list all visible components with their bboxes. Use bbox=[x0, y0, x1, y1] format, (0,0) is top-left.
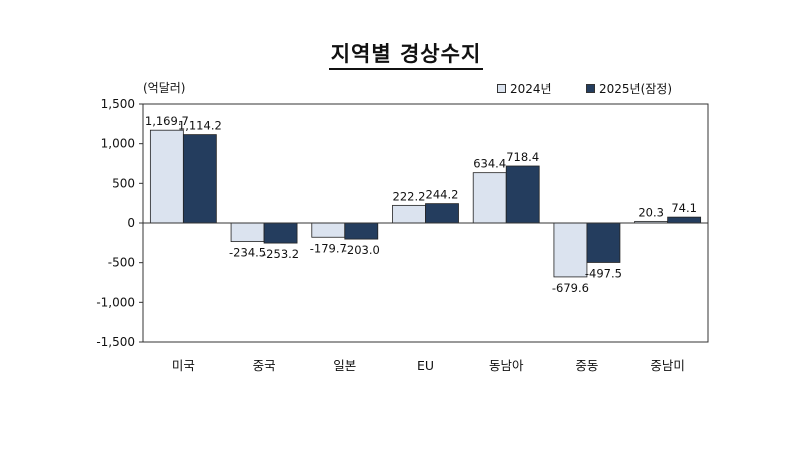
bar-2024 bbox=[149, 129, 184, 224]
x-category-label: 미국 bbox=[172, 358, 195, 373]
bar-2025 bbox=[263, 222, 298, 244]
bar-2025 bbox=[425, 203, 459, 224]
y-tick-label: -1,500 bbox=[96, 335, 135, 349]
x-category-label: 중남미 bbox=[650, 358, 685, 373]
data-label-2025: 244.2 bbox=[426, 188, 459, 202]
data-label-2025: -253.2 bbox=[262, 247, 299, 261]
bar-2025 bbox=[667, 216, 702, 224]
y-axis-unit-label: (억달러) bbox=[143, 81, 186, 95]
y-tick-label: -1,000 bbox=[96, 295, 135, 309]
bar-2025 bbox=[505, 165, 540, 224]
data-label-2024: 634.4 bbox=[473, 157, 506, 171]
legend-item-2024: 2024년 bbox=[497, 80, 552, 97]
bar-2025 bbox=[344, 222, 379, 240]
bar-2024 bbox=[311, 222, 346, 238]
y-tick-label: 1,000 bbox=[101, 137, 135, 151]
chart-title-text: 지역별 경상수지 bbox=[328, 42, 484, 70]
legend-label-2025: 2025년(잠정) bbox=[599, 82, 673, 96]
data-label-2024: 222.2 bbox=[393, 189, 426, 203]
bar-2024 bbox=[230, 222, 265, 243]
data-label-2025: 1,114.2 bbox=[178, 119, 222, 133]
data-label-2025: 74.1 bbox=[671, 201, 697, 215]
x-category-label: 중동 bbox=[575, 358, 598, 373]
data-label-2025: 718.4 bbox=[506, 150, 539, 164]
legend-swatch-2024 bbox=[497, 84, 506, 93]
y-tick-label: 500 bbox=[112, 176, 135, 190]
bar-2024 bbox=[392, 204, 426, 224]
x-category-label: 일본 bbox=[333, 358, 356, 373]
data-label-2024: -179.7 bbox=[310, 241, 347, 255]
bar-2025 bbox=[182, 134, 217, 224]
bar-2024 bbox=[553, 222, 588, 278]
data-label-2024: -679.6 bbox=[552, 281, 589, 295]
x-category-label: 중국 bbox=[253, 358, 276, 373]
x-category-label: 동남아 bbox=[489, 358, 524, 373]
chart-title: 지역별 경상수지 bbox=[0, 38, 812, 70]
y-tick-label: 0 bbox=[127, 216, 135, 230]
data-label-2024: 20.3 bbox=[638, 205, 664, 219]
y-tick-label: 1,500 bbox=[101, 97, 135, 111]
y-tick-label: -500 bbox=[108, 256, 135, 270]
legend-item-2025: 2025년(잠정) bbox=[586, 80, 672, 97]
bar-2024 bbox=[472, 172, 507, 224]
legend-swatch-2025 bbox=[586, 84, 595, 93]
data-label-2024: 1,169.7 bbox=[145, 114, 189, 128]
bar-2025 bbox=[586, 222, 621, 263]
x-category-label: EU bbox=[417, 358, 434, 373]
data-label-2025: -203.0 bbox=[343, 243, 380, 257]
legend-label-2024: 2024년 bbox=[510, 82, 552, 96]
data-label-2024: -234.5 bbox=[229, 246, 266, 260]
data-label-2025: -497.5 bbox=[585, 266, 622, 280]
